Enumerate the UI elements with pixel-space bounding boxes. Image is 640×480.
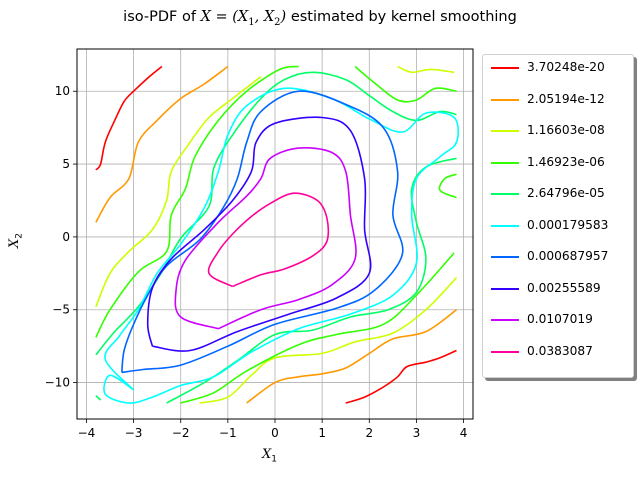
- legend-label: 0.000179583: [527, 217, 609, 232]
- x-tick-label: −4: [78, 426, 96, 440]
- contour-level-1-segment-1: [95, 65, 163, 171]
- legend-swatch: [491, 287, 519, 290]
- y-axis-label-text: X: [7, 238, 22, 248]
- legend-label: 1.16603e-08: [527, 123, 605, 137]
- contour-level-9-segment-1: [174, 147, 357, 330]
- y-axis-label: X2: [7, 233, 25, 248]
- legend-item: 0.000687957: [487, 248, 631, 268]
- x-tick-label: 4: [460, 426, 468, 440]
- legend-swatch: [491, 319, 519, 321]
- contour-level-2-segment-1: [95, 65, 229, 223]
- contour-curves: [95, 65, 459, 404]
- legend-label: 0.000687957: [527, 249, 609, 263]
- contour-level-4-segment-3: [354, 65, 457, 103]
- contour-level-3-segment-1: [95, 76, 262, 308]
- legend-item: 0.00255589: [487, 280, 631, 300]
- legend-swatch: [491, 256, 519, 258]
- x-tick-label: 0: [271, 426, 279, 440]
- legend-label: 0.0107019: [527, 312, 593, 326]
- contour-level-5-segment-3: [95, 395, 102, 401]
- contour-level-2-segment-2: [246, 309, 457, 404]
- legend-label: 0.00255589: [527, 280, 601, 295]
- legend-item: 1.46923e-06: [487, 154, 631, 174]
- title-prefix: iso-PDF of: [123, 9, 201, 25]
- legend-item: 2.05194e-12: [487, 91, 631, 111]
- y-axis-label-sub: 2: [14, 233, 25, 239]
- y-tick-label: 5: [62, 157, 70, 171]
- legend-item: 0.0107019: [487, 311, 631, 331]
- x-tick-label: 1: [318, 426, 326, 440]
- y-tick-label: 0: [62, 230, 70, 244]
- x-axis-label: X1: [262, 447, 277, 465]
- legend-label: 1.46923e-06: [527, 154, 605, 169]
- contour-level-4-segment-4: [438, 173, 457, 199]
- legend-swatch: [491, 130, 519, 132]
- legend-item: 0.000179583: [487, 217, 631, 237]
- legend-item: 2.64796e-05: [487, 185, 631, 205]
- title-suffix: estimated by kernel smoothing: [286, 9, 517, 25]
- legend-label: 0.0383087: [527, 343, 593, 358]
- contour-level-10-segment-1: [207, 192, 330, 288]
- y-tick-label: −5: [52, 303, 70, 317]
- contour-level-4-segment-1: [95, 65, 299, 338]
- y-tick-label: 10: [55, 84, 70, 98]
- legend-swatch: [491, 98, 519, 101]
- x-tick-label: −3: [125, 426, 143, 440]
- x-tick-label: −1: [219, 426, 237, 440]
- x-axis-label-text: X: [262, 447, 272, 462]
- x-axis-label-sub: 1: [271, 454, 277, 465]
- legend-swatch: [491, 67, 519, 69]
- legend-swatch: [491, 224, 519, 227]
- legend-swatch: [491, 161, 519, 164]
- chart-title: iso-PDF of X = (X1, X2) estimated by ker…: [123, 9, 517, 28]
- x-tick-label: 2: [365, 426, 373, 440]
- x-tick-label: 3: [413, 426, 421, 440]
- legend: 3.70248e-20 2.05194e-12 1.16603e-08 1.46923…: [482, 54, 634, 378]
- contour-level-3-segment-3: [397, 65, 455, 74]
- contour-level-6-segment-1: [103, 87, 459, 404]
- legend-item: 1.16603e-08: [487, 122, 631, 142]
- legend-item: 0.0383087: [487, 343, 631, 363]
- legend-label: 3.70248e-20: [527, 60, 605, 74]
- contour-level-5-segment-1: [95, 71, 457, 356]
- contour-level-8-segment-1: [146, 116, 372, 352]
- contour-level-4-segment-2: [180, 252, 455, 404]
- title-math: X = (X: [200, 9, 249, 25]
- legend-swatch: [491, 193, 519, 195]
- x-tick-label: −2: [172, 426, 190, 440]
- legend-item: 3.70248e-20: [487, 59, 631, 79]
- contour-level-1-segment-2: [345, 349, 457, 404]
- contour-level-3-segment-2: [199, 277, 458, 404]
- legend-label: 2.64796e-05: [527, 186, 605, 200]
- legend-swatch: [491, 350, 519, 353]
- y-tick-label: −10: [45, 376, 70, 390]
- legend-label: 2.05194e-12: [527, 91, 605, 106]
